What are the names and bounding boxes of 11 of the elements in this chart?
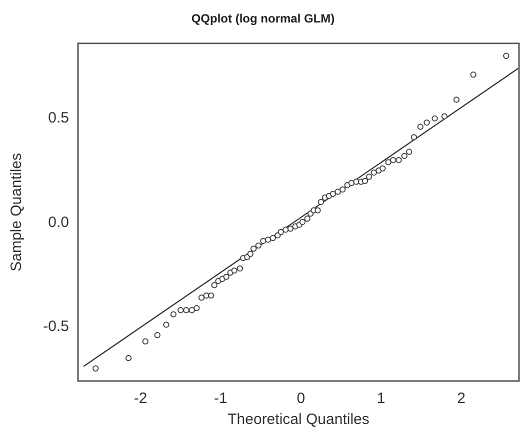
x-tick-label: 2 [457,390,466,408]
x-tick-label: -2 [134,390,148,408]
x-axis-title: Theoretical Quantiles [228,411,370,428]
x-tick-label: -1 [214,390,228,408]
x-tick-label: 1 [376,390,386,408]
chart-title: QQplot (log normal GLM) [191,12,335,26]
y-tick-label: 0.0 [48,214,69,231]
x-tick-label: 0 [296,390,306,408]
y-tick-label: 0.5 [48,110,69,127]
y-axis-title: Sample Quantiles [8,152,26,272]
y-tick-label: -0.5 [43,318,69,335]
